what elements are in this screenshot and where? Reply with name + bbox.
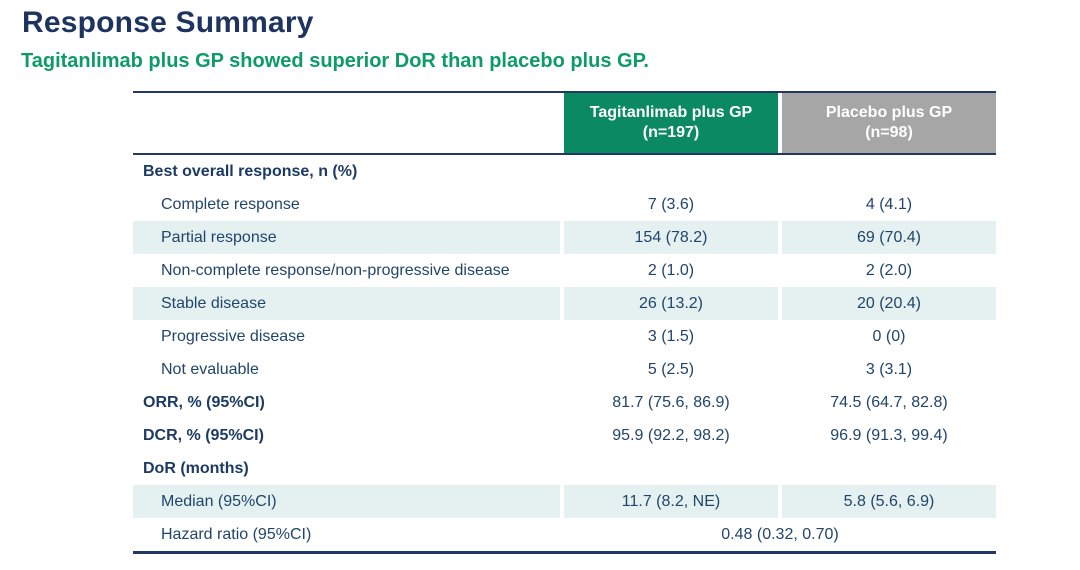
table-row: Hazard ratio (95%CI) 0.48 (0.32, 0.70) bbox=[133, 518, 996, 551]
row-value-col1: 154 (78.2) bbox=[564, 221, 778, 254]
row-label: Not evaluable bbox=[161, 360, 259, 378]
row-label: DCR, % (95%CI) bbox=[143, 426, 264, 444]
row-value-col2: 74.5 (64.7, 82.8) bbox=[830, 393, 948, 411]
row-label: Best overall response, n (%) bbox=[143, 162, 358, 180]
table-row: DoR (months) bbox=[133, 452, 996, 485]
subtitle: Tagitanlimab plus GP showed superior DoR… bbox=[21, 50, 649, 72]
row-value-col1: 3 (1.5) bbox=[647, 327, 695, 345]
row-value-col2: 20 (20.4) bbox=[782, 287, 996, 320]
column-name: Tagitanlimab plus GP bbox=[589, 104, 753, 121]
row-value-col1 bbox=[564, 452, 778, 485]
header-placebo-cell: Placebo plus GP (n=98) bbox=[782, 93, 996, 153]
row-value-col1: 26 (13.2) bbox=[564, 287, 778, 320]
row-value-col2: 96.9 (91.3, 99.4) bbox=[830, 426, 948, 444]
row-label: Non-complete response/non-progressive di… bbox=[161, 261, 510, 279]
row-label: Median (95%CI) bbox=[133, 485, 560, 518]
row-value-col1: 95.9 (92.2, 98.2) bbox=[612, 426, 730, 444]
row-value-col2: 0 (0) bbox=[872, 327, 906, 345]
table-row: Complete response 7 (3.6) 4 (4.1) bbox=[133, 188, 996, 221]
row-label: Progressive disease bbox=[161, 327, 306, 345]
table-row: Median (95%CI) 11.7 (8.2, NE) 5.8 (5.6, 6.… bbox=[133, 485, 996, 518]
row-value-col1: 5 (2.5) bbox=[647, 360, 695, 378]
row-value-col2: 4 (4.1) bbox=[865, 195, 913, 213]
table-row: Progressive disease 3 (1.5) 0 (0) bbox=[133, 320, 996, 353]
row-value-col2: 3 (3.1) bbox=[865, 360, 913, 378]
row-label: Partial response bbox=[133, 221, 560, 254]
table-row: Partial response 154 (78.2) 69 (70.4) bbox=[133, 221, 996, 254]
row-value-merged: 0.48 (0.32, 0.70) bbox=[721, 525, 839, 543]
row-value-col1: 7 (3.6) bbox=[647, 195, 695, 213]
row-value-col2: 69 (70.4) bbox=[782, 221, 996, 254]
row-label: Complete response bbox=[161, 195, 300, 213]
table-row: ORR, % (95%CI) 81.7 (75.6, 86.9) 74.5 (64.… bbox=[133, 386, 996, 419]
row-value-col1: 2 (1.0) bbox=[647, 261, 695, 279]
header-corner-cell bbox=[133, 93, 560, 153]
table-header-row: Tagitanlimab plus GP (n=197) Placebo plu… bbox=[133, 93, 996, 155]
table-row: Not evaluable 5 (2.5) 3 (3.1) bbox=[133, 353, 996, 386]
row-value-col2: 2 (2.0) bbox=[865, 261, 913, 279]
page-title: Response Summary bbox=[22, 6, 314, 39]
table-row: Stable disease 26 (13.2) 20 (20.4) bbox=[133, 287, 996, 320]
row-label: Stable disease bbox=[133, 287, 560, 320]
column-n: (n=197) bbox=[642, 124, 700, 141]
row-label: ORR, % (95%CI) bbox=[143, 393, 265, 411]
column-name: Placebo plus GP bbox=[825, 104, 953, 121]
row-value-col2 bbox=[782, 452, 996, 485]
response-summary-table: Tagitanlimab plus GP (n=197) Placebo plu… bbox=[133, 91, 996, 554]
table-row: Best overall response, n (%) bbox=[133, 155, 996, 188]
row-value-col1: 81.7 (75.6, 86.9) bbox=[612, 393, 730, 411]
row-value-col2 bbox=[782, 155, 996, 188]
table-row: DCR, % (95%CI) 95.9 (92.2, 98.2) 96.9 (91.… bbox=[133, 419, 996, 452]
row-label: Hazard ratio (95%CI) bbox=[161, 525, 312, 543]
row-value-col1: 11.7 (8.2, NE) bbox=[564, 485, 778, 518]
header-tagitanlimab-cell: Tagitanlimab plus GP (n=197) bbox=[564, 93, 778, 153]
column-n: (n=98) bbox=[865, 124, 913, 141]
table-body: Best overall response, n (%) Complete res… bbox=[133, 155, 996, 551]
row-label: DoR (months) bbox=[143, 459, 249, 477]
row-value-col1 bbox=[564, 155, 778, 188]
row-value-col2: 5.8 (5.6, 6.9) bbox=[782, 485, 996, 518]
table-row: Non-complete response/non-progressive di… bbox=[133, 254, 996, 287]
